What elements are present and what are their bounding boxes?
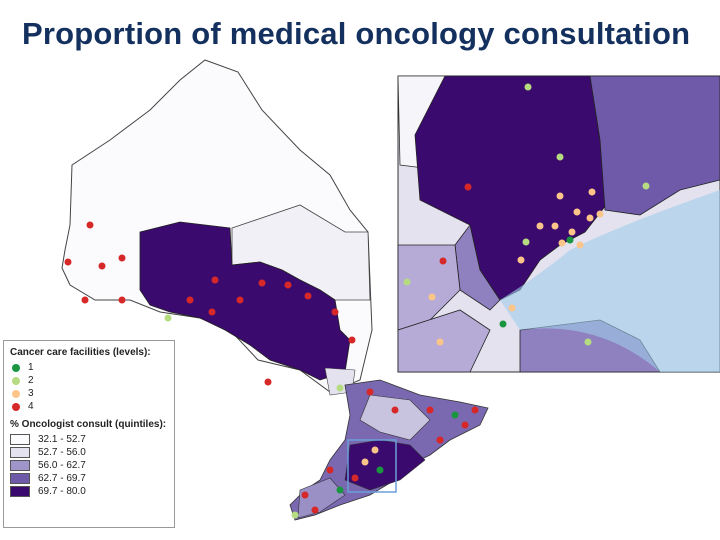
legend-label: 4 bbox=[28, 401, 34, 412]
legend-item: 3 bbox=[10, 387, 168, 400]
legend-label: 2 bbox=[28, 375, 34, 386]
legend-item: 69.7 - 80.0 bbox=[10, 485, 168, 498]
title: Proportion of medical oncology consultat… bbox=[22, 16, 691, 51]
region-south-light bbox=[359, 394, 431, 441]
region-south-dark bbox=[344, 439, 426, 491]
legend-item: 32.1 - 52.7 bbox=[10, 433, 168, 446]
legend-label: 56.0 - 62.7 bbox=[38, 460, 86, 471]
legend-label: 52.7 - 56.0 bbox=[38, 447, 86, 458]
legend-item: 62.7 - 69.7 bbox=[10, 472, 168, 485]
legend-label: 32.1 - 52.7 bbox=[38, 434, 86, 445]
legend-swatch bbox=[12, 363, 20, 372]
legend-label: 62.7 - 69.7 bbox=[38, 473, 86, 484]
legend-facilities: 1 2 3 4 bbox=[10, 361, 168, 413]
legend-swatch bbox=[12, 389, 20, 398]
legend-swatch bbox=[12, 402, 20, 411]
legend-label: 3 bbox=[28, 388, 34, 399]
legend-label: 1 bbox=[28, 362, 34, 373]
facilities-main bbox=[64, 221, 479, 519]
legend-label: 69.7 - 80.0 bbox=[38, 486, 86, 497]
legend-item: 52.7 - 56.0 bbox=[10, 446, 168, 459]
legend-item: 56.0 - 62.7 bbox=[10, 459, 168, 472]
region-sw bbox=[297, 477, 346, 519]
legend-swatch bbox=[10, 434, 30, 445]
region-dark bbox=[139, 221, 351, 381]
legend-swatch bbox=[10, 447, 30, 458]
legend-item: 4 bbox=[10, 400, 168, 413]
legend-swatch bbox=[10, 473, 30, 484]
legend-title: Cancer care facilities (levels): bbox=[10, 347, 151, 358]
legend-title: % Oncologist consult (quintiles): bbox=[10, 419, 167, 430]
legend-swatch bbox=[12, 376, 20, 385]
legend-item: 2 bbox=[10, 374, 168, 387]
legend-quintiles: 32.1 - 52.7 52.7 - 56.0 56.0 - 62.7 62.7 - … bbox=[10, 433, 168, 498]
legend-item: 1 bbox=[10, 361, 168, 374]
inset-map bbox=[397, 75, 720, 373]
inset-frame bbox=[347, 439, 397, 493]
legend: Cancer care facilities (levels): 1 2 3 4 % … bbox=[3, 340, 175, 528]
legend-swatch bbox=[10, 486, 30, 497]
legend-swatch bbox=[10, 460, 30, 471]
